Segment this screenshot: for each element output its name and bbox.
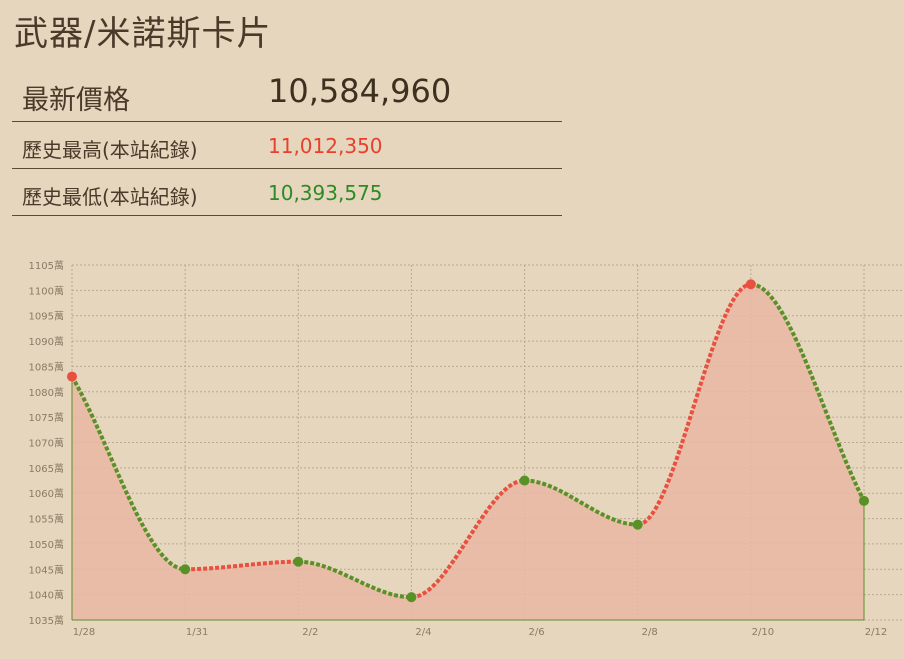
latest-price-label: 最新價格: [22, 85, 130, 116]
latest-price-row: 最新價格 10,584,960: [12, 70, 562, 122]
highest-price-row: 歷史最高(本站紀錄) 11,012,350: [12, 122, 562, 169]
price-line-segment: [185, 559, 299, 572]
x-tick-label: 2/8: [642, 627, 658, 638]
x-tick-label: 1/28: [73, 627, 95, 638]
y-tick-label: 1080萬: [29, 386, 64, 399]
y-tick-label: 1085萬: [29, 360, 64, 373]
price-point-marker: [293, 556, 304, 567]
y-tick-label: 1070萬: [29, 437, 64, 450]
price-line-segment: [524, 478, 638, 527]
lowest-price-label: 歷史最低(本站紀錄): [22, 185, 198, 209]
page-title: 武器/米諾斯卡片: [14, 14, 272, 54]
y-tick-label: 1105萬: [29, 259, 64, 272]
price-line-segment: [750, 282, 866, 502]
y-tick-label: 1100萬: [29, 284, 64, 297]
x-tick-label: 2/2: [302, 627, 318, 638]
latest-price-value: 10,584,960: [268, 72, 452, 110]
y-tick-label: 1090萬: [29, 335, 64, 348]
price-point-marker: [519, 475, 530, 486]
price-area-fill: [72, 284, 864, 620]
price-history-chart: 1105萬 1100萬 1095萬 1090萬 1085萬 1080萬 1075萬 1070萬…: [29, 259, 904, 638]
price-line-segment: [70, 375, 186, 572]
y-tick-label: 1055萬: [29, 513, 64, 526]
lowest-price-value: 10,393,575: [268, 181, 383, 205]
price-point-marker: [180, 564, 191, 575]
x-tick-label: 2/12: [865, 627, 887, 638]
price-point-marker: [859, 495, 869, 506]
price-line-segment: [637, 282, 752, 527]
y-tick-label: 1040萬: [29, 589, 64, 602]
lowest-price-row: 歷史最低(本站紀錄) 10,393,575: [12, 169, 562, 216]
price-line-segment: [411, 478, 525, 600]
price-line-segment: [298, 559, 412, 600]
price-point-marker: [406, 592, 417, 603]
y-tick-label: 1045萬: [29, 563, 64, 576]
highest-price-label: 歷史最高(本站紀錄): [22, 138, 198, 162]
y-tick-label: 1095萬: [29, 310, 64, 323]
price-point-marker: [67, 371, 77, 382]
y-tick-label: 1060萬: [29, 487, 64, 500]
y-tick-label: 1035萬: [29, 614, 64, 627]
x-tick-label: 2/10: [752, 627, 774, 638]
x-tick-label: 2/4: [415, 627, 431, 638]
y-tick-label: 1050萬: [29, 538, 64, 551]
highest-price-value: 11,012,350: [268, 134, 383, 158]
price-point-marker: [632, 519, 643, 530]
x-tick-label: 1/31: [186, 627, 208, 638]
x-tick-label: 2/6: [529, 627, 545, 638]
y-tick-label: 1065萬: [29, 462, 64, 475]
price-summary-table: 最新價格 10,584,960 歷史最高(本站紀錄) 11,012,350 歷史…: [12, 70, 562, 216]
price-point-marker: [745, 279, 756, 290]
y-tick-label: 1075萬: [29, 411, 64, 424]
